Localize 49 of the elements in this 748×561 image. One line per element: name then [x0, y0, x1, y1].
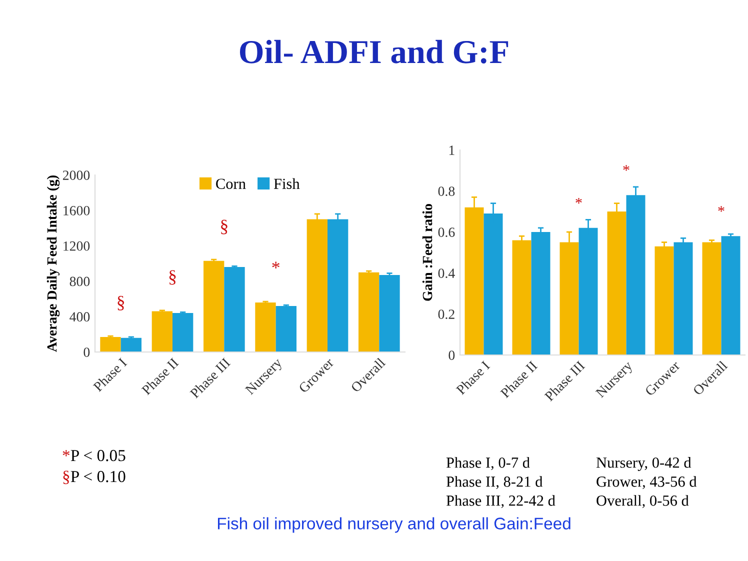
y-tick-label: 400: [70, 312, 90, 322]
bar: [379, 275, 400, 352]
y-axis-title: Average Daily Feed Intake (g): [46, 176, 60, 352]
bar: [674, 242, 693, 355]
legend-label: Corn: [216, 178, 246, 189]
annotation: *: [718, 206, 724, 212]
text: Fish oil improved nursery and overall Gain:Feed: [218, 517, 570, 533]
annotation: *: [272, 262, 280, 268]
y-tick-label: 800: [70, 276, 90, 286]
annotation: *: [576, 198, 582, 204]
bar: [721, 236, 740, 355]
y-tick-label: 2000: [62, 170, 90, 180]
text: Phase II, 8-21 d: [446, 476, 543, 490]
y-tick-label: 1: [449, 146, 454, 155]
text: Overall, 0-56 d: [596, 495, 689, 508]
text: Grower, 43-56 d: [596, 476, 697, 490]
bar: [654, 246, 674, 355]
bar: [120, 338, 142, 352]
bar: [255, 302, 276, 352]
text: Phase III, 22-42 d: [446, 495, 556, 508]
y-axis-title: Gain :Feed ratio: [422, 204, 432, 301]
y-tick-label: 1200: [64, 241, 90, 251]
bar: [100, 336, 121, 352]
bar: [276, 306, 296, 352]
y-tick-label: 0: [84, 348, 90, 357]
annotation: *: [623, 165, 630, 171]
y-tick-label: 0.4: [438, 268, 455, 278]
bar: [224, 267, 245, 352]
bar: [172, 313, 194, 352]
legend-label: Fish: [274, 178, 300, 189]
text: Phase I, 0-7 d: [446, 457, 530, 470]
y-tick-label: 1600: [64, 206, 90, 216]
y-tick-label: 0.8: [438, 186, 455, 196]
bar: [152, 311, 172, 352]
chart-title: Oil- ADFI and G:F: [240, 40, 508, 64]
annotation: §: [221, 220, 228, 234]
annotation: §: [169, 270, 176, 285]
bar: [702, 242, 722, 355]
bar: [358, 272, 380, 352]
y-tick-label: 0: [448, 350, 455, 360]
text: §P < 0.10: [63, 470, 126, 484]
text: *P < 0.05: [62, 450, 126, 462]
y-tick-label: 0.2: [438, 310, 454, 320]
text: Nursery, 0-42 d: [596, 457, 692, 471]
bar: [512, 240, 532, 355]
bar: [204, 260, 224, 352]
annotation: §: [118, 296, 124, 310]
bar: [531, 232, 550, 355]
y-tick-label: 0.6: [438, 228, 455, 238]
